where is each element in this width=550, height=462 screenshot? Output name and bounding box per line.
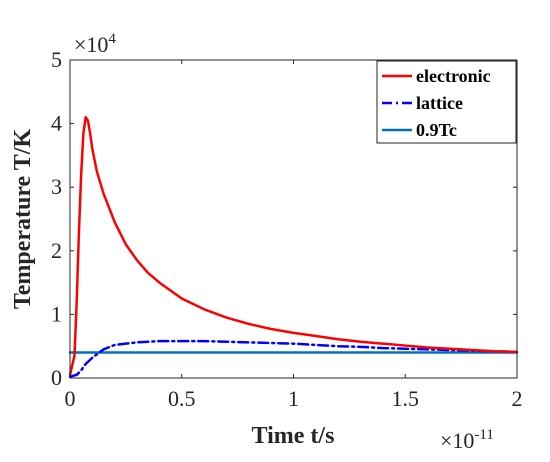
y-tick-label: 4	[51, 111, 62, 136]
y-axis-multiplier: ×104	[74, 31, 116, 57]
x-axis-multiplier: ×10-11	[440, 427, 494, 453]
series-line-lattice	[68, 339, 519, 378]
legend-label-electronic: electronic	[416, 66, 491, 86]
x-tick-label: 1.5	[392, 386, 420, 411]
y-tick-label: 2	[51, 238, 62, 263]
y-tick-label: 3	[51, 174, 62, 199]
x-tick-label: 0.5	[168, 386, 196, 411]
y-tick-label: 0	[51, 365, 62, 390]
y-axis-label: Temperature T/K	[10, 129, 36, 310]
y-tick-label: 1	[51, 301, 62, 326]
legend-label-0.9tc: 0.9Tc	[416, 120, 457, 140]
legend: electronic lattice 0.9Tc	[376, 60, 517, 144]
x-tick-label: 1	[288, 386, 299, 411]
y-tick-label: 5	[51, 47, 62, 72]
series-layer	[68, 115, 519, 378]
x-axis-label: Time t/s	[252, 423, 335, 449]
plot-area-frame	[69, 59, 518, 379]
series-line-electronic	[68, 115, 519, 377]
legend-label-lattice: lattice	[416, 93, 463, 113]
x-tick-label: 2	[512, 386, 523, 411]
x-axis-ticks: 0 0.5 1 1.5 2	[65, 60, 523, 411]
x-tick-label: 0	[65, 386, 76, 411]
